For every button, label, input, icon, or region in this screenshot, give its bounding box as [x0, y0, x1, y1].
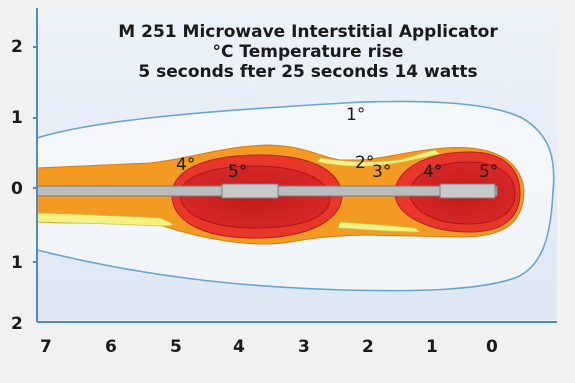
isotherm-label: 4°: [423, 162, 442, 182]
x-tick-label: 6: [105, 337, 117, 357]
isotherm-label: 5°: [479, 162, 498, 182]
x-tick-label: 3: [298, 337, 310, 357]
x-tick-label: 5: [170, 337, 182, 357]
isotherm-label: 1°: [346, 105, 365, 125]
isotherm-label: 3°: [372, 162, 391, 182]
y-tick-label: 1: [11, 253, 23, 273]
isotherm-2-band-right: [337, 221, 422, 233]
chart-title: M 251 Microwave Interstitial Applicator: [118, 22, 498, 42]
x-tick-label: 2: [362, 337, 374, 357]
isotherm-2-band-lower: [36, 212, 173, 227]
isotherm-label: 4°: [176, 155, 195, 175]
applicator-tip: [439, 183, 496, 199]
y-tick-label: 0: [11, 179, 23, 199]
applicator-segment-left: [221, 183, 279, 199]
y-tick-label: 2: [11, 37, 23, 57]
x-tick-label: 0: [486, 337, 498, 357]
chart-subtitle-line-2: 5 seconds fter 25 seconds 14 watts: [138, 62, 477, 82]
y-tick-label: 1: [11, 108, 23, 128]
chart-subtitle-line-1: °C Temperature rise: [213, 42, 404, 62]
y-tick-label: 2: [11, 314, 23, 334]
x-tick-label: 7: [40, 337, 52, 357]
isotherm-label: 2°: [355, 153, 374, 173]
x-tick-label: 4: [233, 337, 245, 357]
x-tick-label: 1: [426, 337, 438, 357]
isotherm-label: 5°: [228, 162, 247, 182]
isotherm-2-band: [317, 149, 441, 167]
